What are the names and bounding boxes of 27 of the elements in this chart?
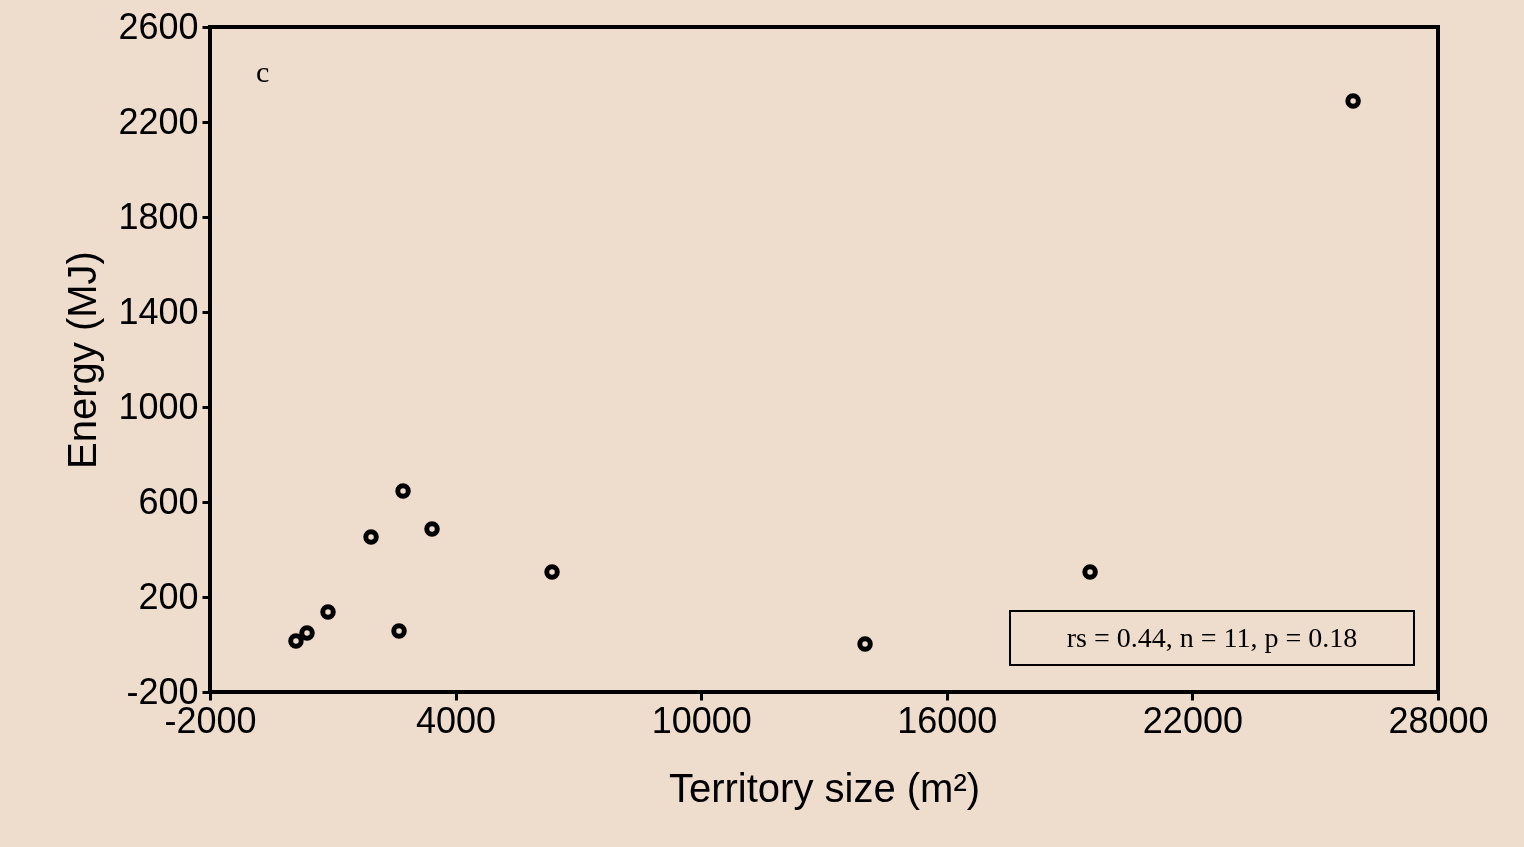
point xyxy=(320,604,336,620)
point xyxy=(544,564,560,580)
point xyxy=(395,483,411,499)
y-tick-label: 2600 xyxy=(118,5,199,47)
y-tick-label: 2200 xyxy=(118,100,199,142)
point xyxy=(299,625,315,641)
x-tick-label: 10000 xyxy=(651,699,752,741)
x-tick-label: 22000 xyxy=(1142,699,1243,741)
x-tick-label: 16000 xyxy=(897,699,998,741)
point xyxy=(424,521,440,537)
y-tick-label: 600 xyxy=(138,480,199,522)
x-axis-title: Territory size (m²) xyxy=(668,765,981,810)
y-tick-label: 200 xyxy=(138,575,199,617)
x-tick-label: 28000 xyxy=(1388,699,1489,741)
annotation: c xyxy=(256,55,270,88)
annotation: rs = 0.44, n = 11, p = 0.18 xyxy=(1066,622,1358,653)
point xyxy=(1345,93,1361,109)
y-tick-label: 1400 xyxy=(118,290,199,332)
point xyxy=(363,529,379,545)
point xyxy=(1082,564,1098,580)
y-axis-title: Energy (MJ) xyxy=(60,251,105,469)
y-tick-label: 1800 xyxy=(118,195,199,237)
x-tick-label: 4000 xyxy=(416,699,497,741)
y-tick-label: 1000 xyxy=(118,385,199,427)
point xyxy=(857,636,873,652)
point xyxy=(391,623,407,639)
point xyxy=(288,633,304,649)
